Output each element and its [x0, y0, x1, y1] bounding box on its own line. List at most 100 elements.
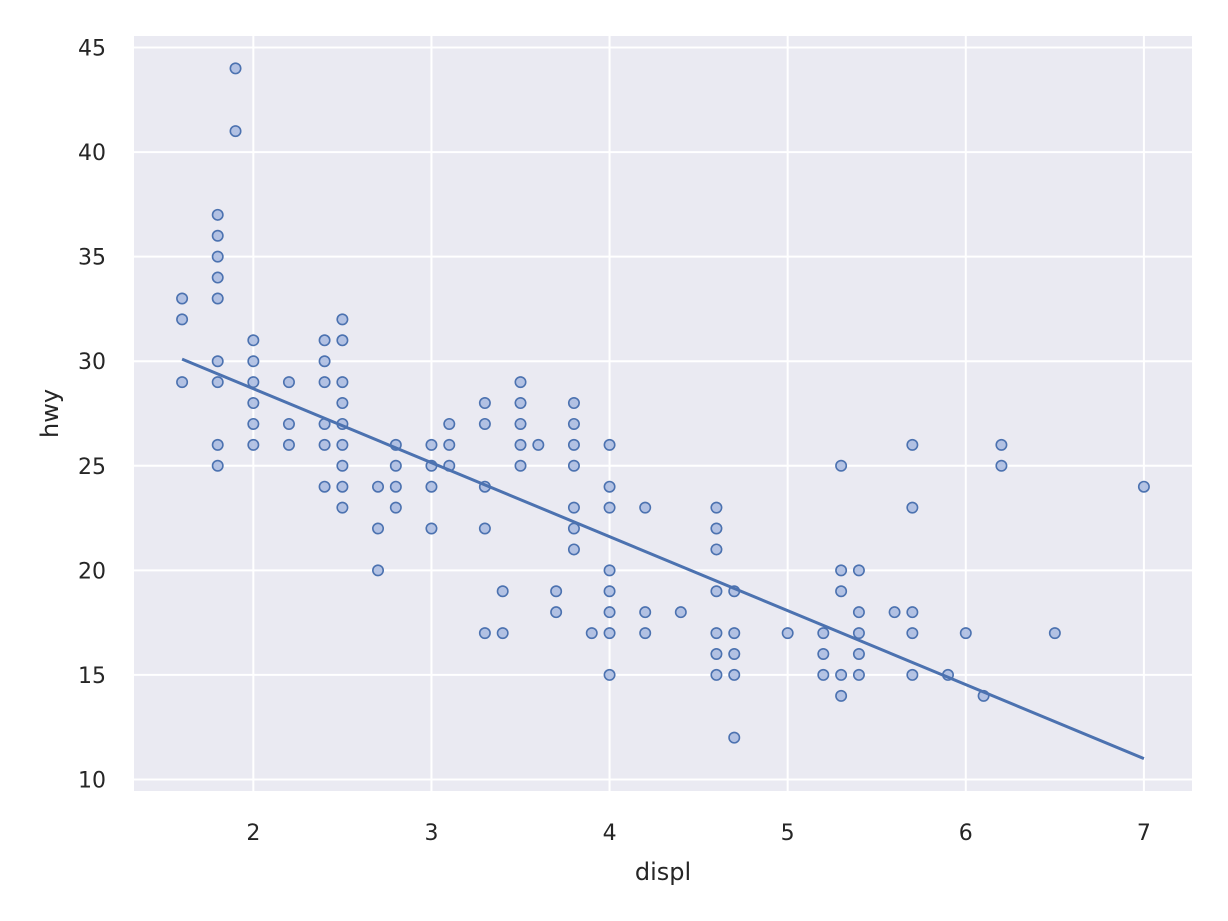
data-point: [639, 606, 652, 619]
regression-line: [181, 357, 1145, 760]
x-tick-label: 7: [1137, 821, 1151, 846]
data-point: [229, 62, 242, 75]
data-point: [1137, 480, 1150, 493]
data-point: [585, 627, 598, 640]
data-point: [959, 627, 972, 640]
data-point: [372, 564, 385, 577]
data-point: [478, 522, 491, 535]
data-point: [478, 627, 491, 640]
data-point: [835, 459, 848, 472]
data-point: [229, 125, 242, 138]
data-point: [211, 459, 224, 472]
data-point: [710, 522, 723, 535]
data-point: [318, 438, 331, 451]
data-point: [336, 501, 349, 514]
data-point: [710, 501, 723, 514]
data-point: [639, 501, 652, 514]
data-point: [835, 668, 848, 681]
data-point: [336, 334, 349, 347]
y-tick-label: 10: [78, 768, 106, 793]
data-point: [478, 417, 491, 430]
data-point: [247, 417, 260, 430]
data-point: [852, 627, 865, 640]
data-point: [176, 292, 189, 305]
data-point: [906, 438, 919, 451]
data-point: [710, 627, 723, 640]
data-point: [211, 355, 224, 368]
data-point: [603, 606, 616, 619]
y-tick-label: 40: [78, 141, 106, 166]
data-point: [906, 627, 919, 640]
data-point: [852, 668, 865, 681]
data-point: [567, 438, 580, 451]
data-point: [852, 564, 865, 577]
data-point: [710, 543, 723, 556]
data-point: [567, 501, 580, 514]
data-point: [425, 480, 438, 493]
x-tick-label: 4: [603, 821, 617, 846]
data-point: [372, 522, 385, 535]
data-point: [995, 438, 1008, 451]
data-point: [176, 313, 189, 326]
data-point: [425, 438, 438, 451]
data-point: [567, 417, 580, 430]
data-point: [282, 438, 295, 451]
data-point: [211, 208, 224, 221]
data-point: [639, 627, 652, 640]
y-tick-label: 35: [78, 246, 106, 271]
y-tick-label: 45: [78, 37, 106, 62]
data-point: [211, 250, 224, 263]
data-point: [318, 355, 331, 368]
data-point: [336, 438, 349, 451]
data-point: [318, 376, 331, 389]
data-point: [514, 417, 527, 430]
data-point: [336, 313, 349, 326]
data-point: [710, 585, 723, 598]
data-point: [567, 459, 580, 472]
data-point: [176, 376, 189, 389]
data-point: [835, 564, 848, 577]
data-point: [710, 668, 723, 681]
data-point: [247, 397, 260, 410]
x-tick-label: 6: [959, 821, 973, 846]
y-axis-ticks: 10 15 20 25 30 35 40 45: [78, 37, 106, 794]
data-point: [318, 334, 331, 347]
data-point: [567, 397, 580, 410]
data-point: [247, 334, 260, 347]
data-point: [514, 459, 527, 472]
y-tick-label: 25: [78, 455, 106, 480]
data-point: [425, 522, 438, 535]
data-point: [443, 438, 456, 451]
data-point: [728, 668, 741, 681]
data-point: [674, 606, 687, 619]
data-point: [211, 229, 224, 242]
x-tick-label: 5: [781, 821, 795, 846]
data-point: [496, 627, 509, 640]
data-point: [336, 459, 349, 472]
data-point: [389, 501, 402, 514]
data-point: [389, 480, 402, 493]
y-tick-label: 30: [78, 350, 106, 375]
y-tick-label: 20: [78, 559, 106, 584]
data-point: [710, 648, 723, 661]
y-axis-label: hwy: [36, 389, 64, 438]
data-point: [514, 376, 527, 389]
data-point: [282, 417, 295, 430]
data-point: [835, 585, 848, 598]
data-point: [906, 606, 919, 619]
data-point: [1048, 627, 1061, 640]
data-point: [995, 459, 1008, 472]
data-point: [478, 397, 491, 410]
data-point: [532, 438, 545, 451]
x-tick-label: 2: [246, 821, 260, 846]
data-point: [728, 731, 741, 744]
data-point: [336, 480, 349, 493]
data-point: [247, 438, 260, 451]
data-point: [835, 689, 848, 702]
plot-area: [134, 36, 1192, 791]
data-point: [282, 376, 295, 389]
x-axis-label: displ: [635, 858, 691, 886]
data-point: [817, 648, 830, 661]
data-point: [336, 376, 349, 389]
